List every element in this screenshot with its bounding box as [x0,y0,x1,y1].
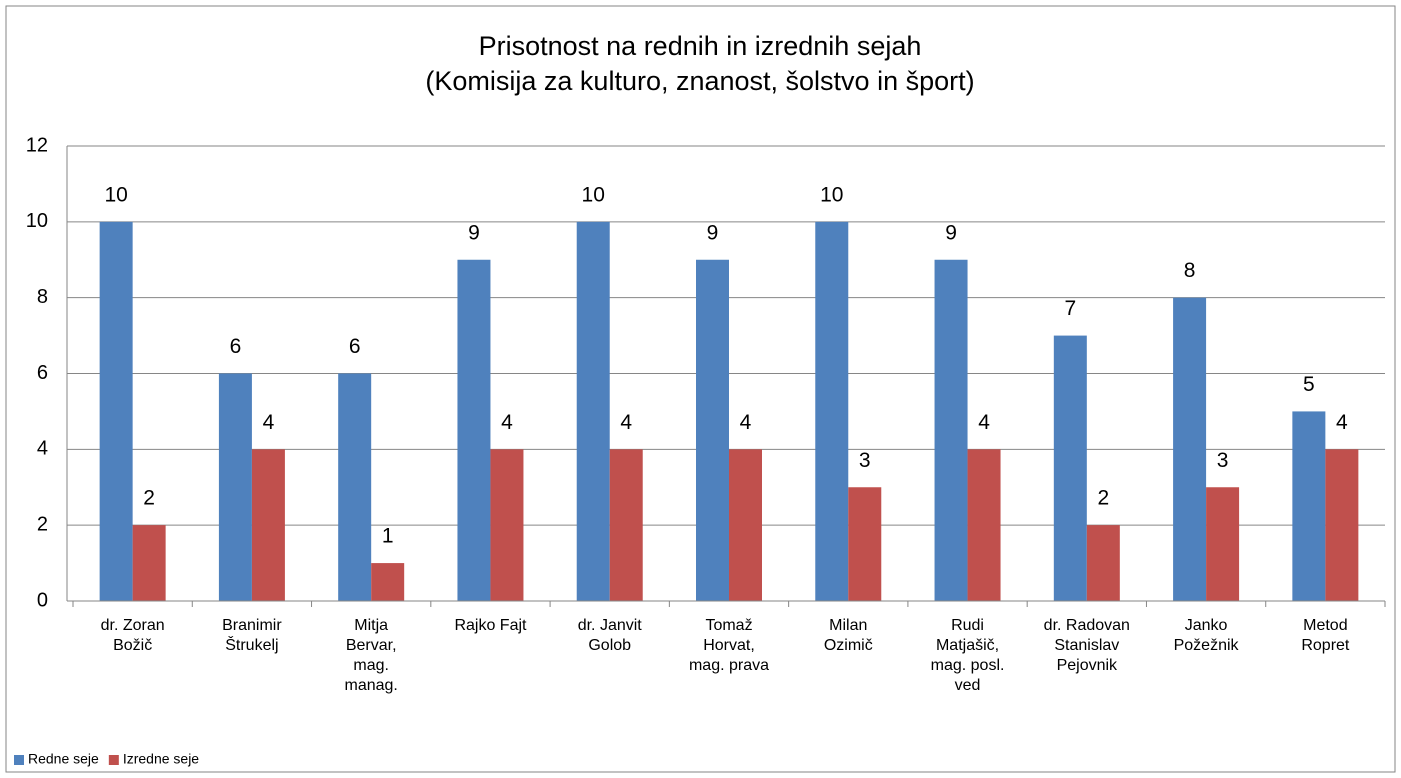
bar [132,525,166,601]
bar [371,563,405,601]
y-tick-label: 6 [37,362,48,384]
data-label: 9 [707,221,719,244]
bar [490,449,524,601]
bar [1206,487,1240,601]
bar [218,373,252,601]
x-tick-label: Tomaž Horvat, mag. prava [688,617,770,674]
x-tick-label: Rajko Fajt [454,617,527,634]
x-tick-label: dr. Radovan Stanislav Pejovnik [1043,617,1130,674]
data-label: 2 [1097,487,1109,510]
data-label: 1 [382,525,394,548]
bar [1173,297,1207,601]
bar [934,259,968,601]
data-label: 2 [143,487,155,510]
bar [967,449,1001,601]
bar [1325,449,1359,601]
chart-title: (Komisija za kulturo, znanost, šolstvo i… [425,66,974,96]
x-tick-label: dr. Janvit Golob [577,617,642,654]
y-tick-label: 0 [37,589,48,611]
x-tick-label: Janko Požežnik [1173,617,1239,654]
y-tick-label: 10 [26,210,48,232]
data-label: 5 [1303,373,1315,396]
bar [1086,525,1120,601]
x-tick-label: Metod Ropret [1301,617,1350,654]
data-label: 9 [468,221,480,244]
y-tick-label: 12 [26,134,48,156]
data-label: 3 [1217,449,1229,472]
x-tick-label: dr. Zoran Božič [100,617,165,654]
x-tick-label: Rudi Matjašič, mag. posl. ved [930,617,1005,694]
x-tick-label: Branimir Štrukelj [222,617,282,654]
data-label: 3 [859,449,871,472]
bar [251,449,285,601]
legend-label: Izredne seje [123,751,199,767]
data-label: 9 [945,221,957,244]
data-label: 10 [582,183,605,206]
data-label: 6 [349,335,361,358]
bar [576,221,610,602]
y-tick-label: 2 [37,513,48,535]
bar [99,221,133,602]
data-label: 8 [1184,259,1196,282]
x-tick-label: Mitja Bervar, mag. manag. [344,617,398,694]
bar [1053,335,1087,601]
data-label: 4 [740,411,752,434]
x-tick-label: Milan Ozimič [823,617,873,654]
data-label: 6 [230,335,242,358]
data-label: 7 [1064,297,1076,320]
data-label: 4 [620,411,632,434]
bar [815,221,849,602]
data-label: 4 [1336,411,1348,434]
chart-title: Prisotnost na rednih in izrednih sejah [479,31,922,61]
bar [609,449,643,601]
bar [848,487,882,601]
data-label: 10 [104,183,127,206]
bar [696,259,729,601]
data-label: 4 [501,411,513,434]
bar [729,449,762,601]
bar [457,259,491,601]
data-label: 4 [978,411,990,434]
bar [338,373,372,601]
legend-label: Redne seje [28,751,99,767]
legend-swatch [108,755,119,765]
y-tick-label: 4 [37,438,48,460]
data-label: 4 [263,411,275,434]
legend-swatch [14,755,24,765]
y-tick-label: 8 [37,286,48,308]
bar [1292,411,1326,601]
data-label: 10 [820,183,843,206]
